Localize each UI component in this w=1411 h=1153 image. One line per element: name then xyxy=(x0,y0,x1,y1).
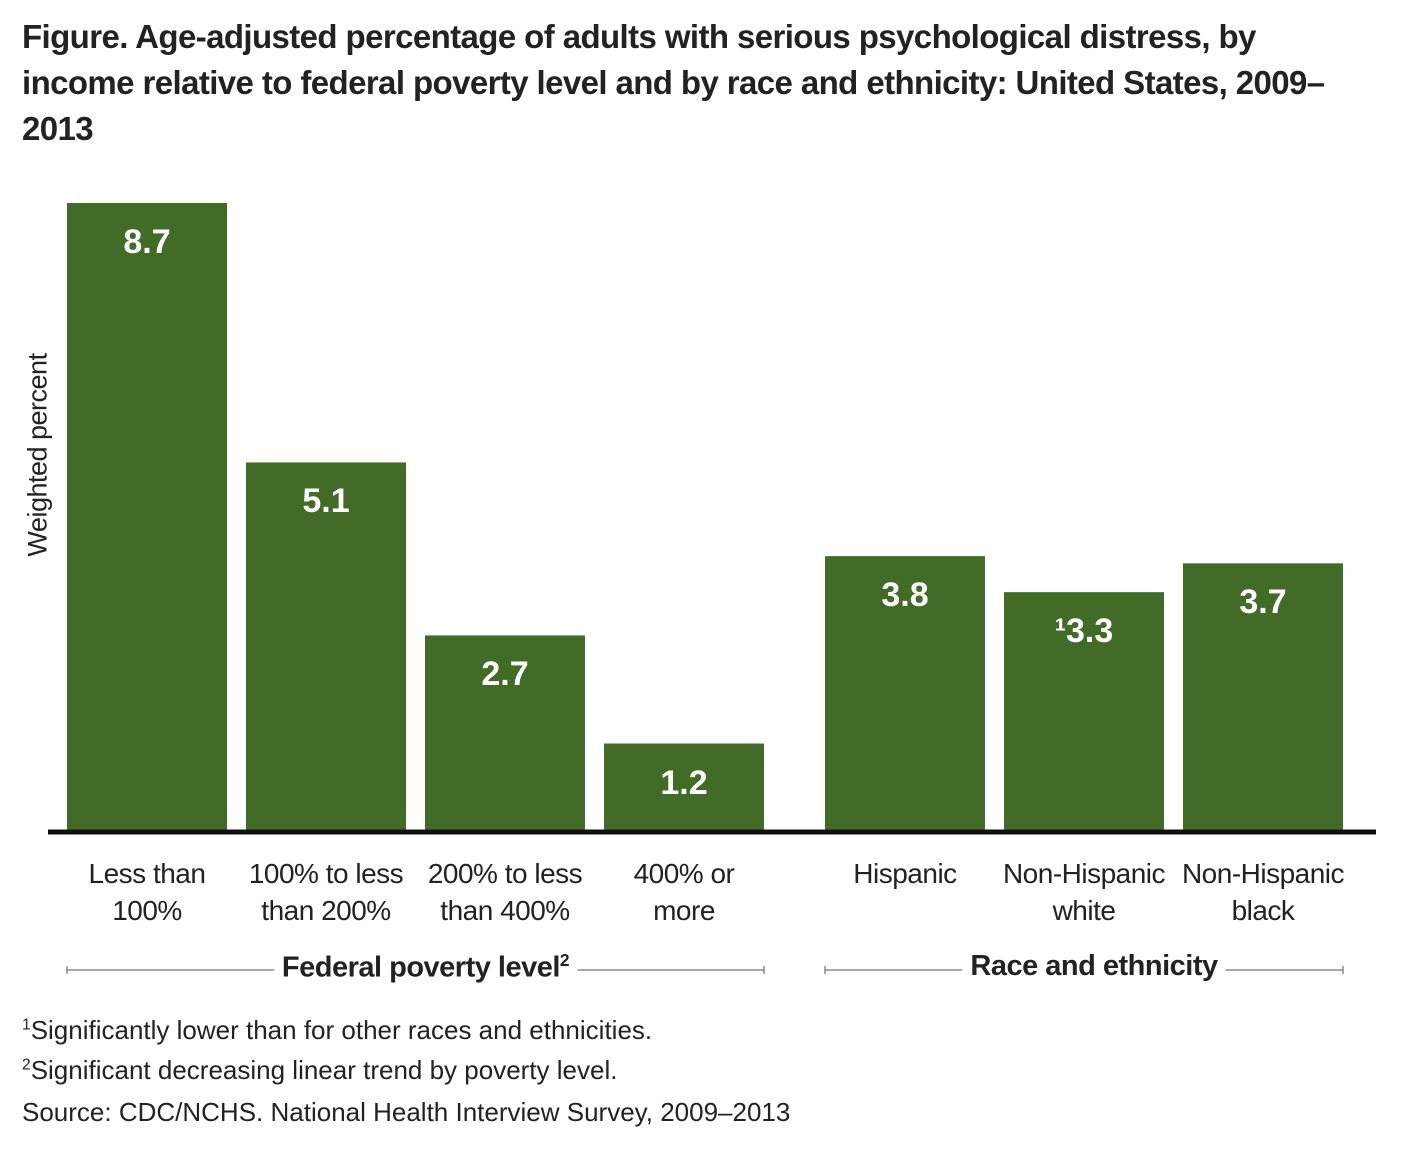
bar xyxy=(825,556,985,830)
x-tick-label: Less than 100% xyxy=(88,858,206,926)
group-name: Federal poverty level xyxy=(281,951,561,984)
x-tick-label: Non-Hispanic white xyxy=(1002,858,1166,926)
group-name: Race and ethnicity xyxy=(970,950,1218,982)
value-label: 8.7 xyxy=(123,223,171,261)
bar xyxy=(1004,592,1164,830)
group-label: Race and ethnicity xyxy=(962,950,1226,983)
value-label: 3.8 xyxy=(881,576,929,615)
footnote-text: Significantly lower than for other races… xyxy=(30,1015,653,1045)
bar xyxy=(425,635,585,830)
value-label: 1.2 xyxy=(660,763,708,802)
chart-title: Figure. Age-adjusted percentage of adult… xyxy=(22,18,1325,147)
footnote: 1Significantly lower than for other race… xyxy=(22,1015,652,1046)
value-label: 2.7 xyxy=(481,655,529,694)
x-tick-label: 200% to less than 400% xyxy=(427,858,583,926)
bar xyxy=(604,743,764,830)
value-label: ¹3.3 xyxy=(1054,612,1114,651)
footnote-marker: 2 xyxy=(559,950,570,970)
bar xyxy=(246,462,406,830)
value-label: 5.1 xyxy=(302,482,350,521)
x-tick-label: Hispanic xyxy=(853,858,957,889)
footnote-marker: 2 xyxy=(22,1056,31,1074)
value-label: 3.7 xyxy=(1239,583,1287,622)
source: Source: CDC/NCHS. National Health Interv… xyxy=(22,1097,791,1127)
bar xyxy=(1183,563,1343,830)
group-label: Federal poverty level2 xyxy=(273,950,578,985)
footnote-marker: 1 xyxy=(22,1016,31,1034)
x-tick-label: Non-Hispanic black xyxy=(1181,858,1345,926)
x-tick-label: 400% or more xyxy=(633,858,735,926)
footnote: 2Significant decreasing linear trend by … xyxy=(22,1055,617,1086)
x-tick-label: 100% to less than 200% xyxy=(248,858,404,926)
footnote-text: Significant decreasing linear trend by p… xyxy=(30,1055,618,1085)
bar xyxy=(67,203,227,830)
